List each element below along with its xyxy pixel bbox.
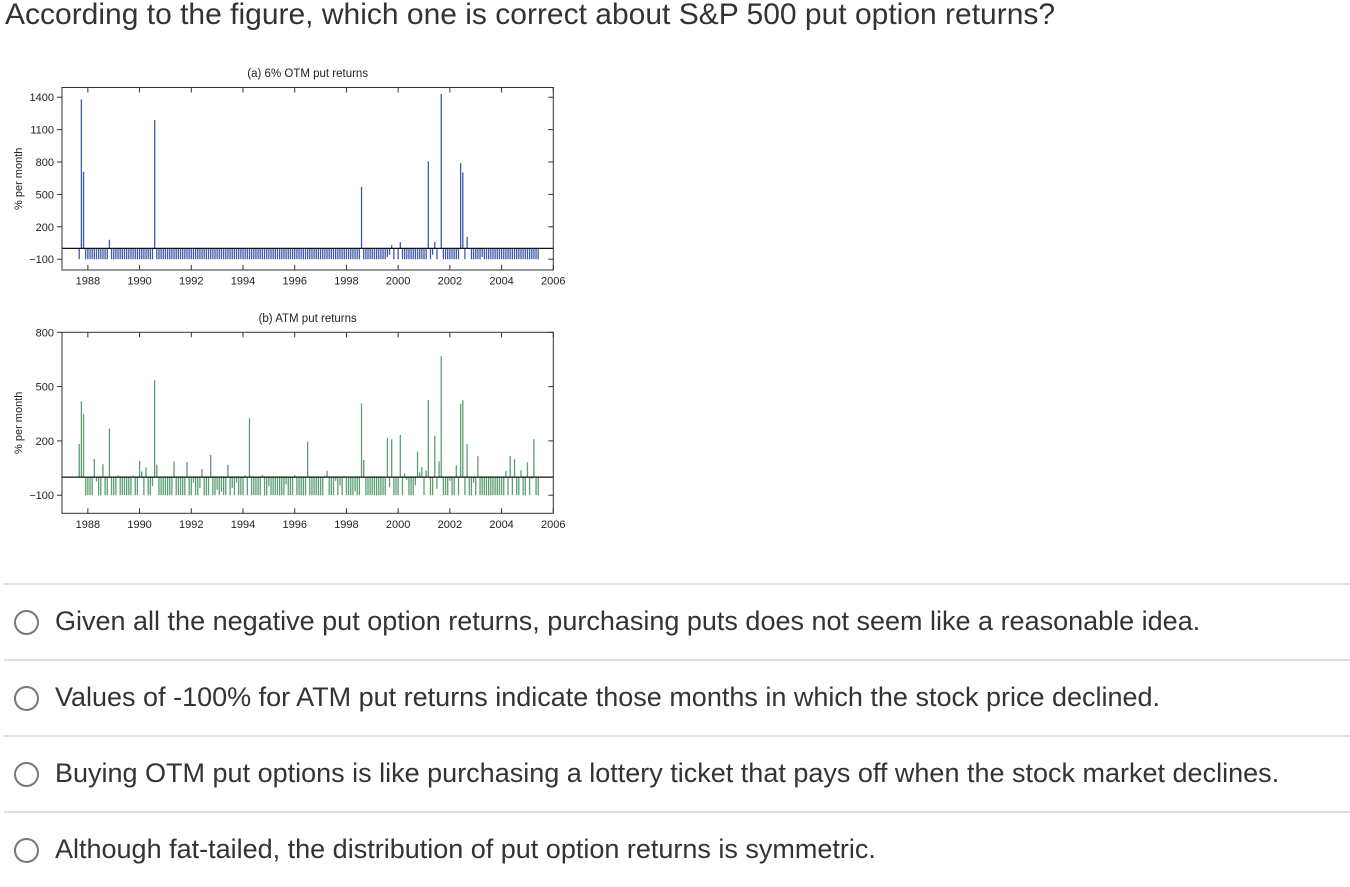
x-tick-label: 2004 [489,276,513,288]
x-tick-label: 2006 [541,519,565,531]
chart-title: (a) 6% OTM put returns [247,68,368,80]
bar-series [78,93,539,260]
chart-otm-put-returns: (a) 6% OTM put returns % per month 1988 1… [13,68,566,288]
y-tick-label: 1100 [30,125,54,137]
y-axis-label: % per month [13,392,25,454]
radio-button[interactable] [14,762,39,787]
y-tick-label: 800 [36,327,54,339]
answer-option-1[interactable]: Given all the negative put option return… [4,583,1350,659]
question-title: According to the figure, which one is co… [5,0,1056,31]
y-axis-label: % per month [13,148,25,210]
bar-series [78,356,539,496]
x-tick-label: 1994 [231,519,255,531]
answer-option-3[interactable]: Buying OTM put options is like purchasin… [4,735,1350,811]
y-tick-label: 800 [36,157,54,169]
radio-button[interactable] [14,686,39,711]
plot-area: 1988 1990 1992 1994 1996 1998 2000 2002 2004 2006… [29,87,566,288]
x-tick-label: 2006 [541,276,565,288]
x-tick-label: 1996 [282,276,306,288]
chart-title: (b) ATM put returns [259,313,357,325]
x-tick-label: 1992 [179,519,203,531]
y-tick-label: 1400 [30,92,54,104]
y-tick-label: −100 [29,254,54,266]
option-label[interactable]: Values of -100% for ATM put returns indi… [55,682,1161,712]
plot-frame [61,331,554,514]
y-tick-label: −100 [29,490,54,502]
radio-button[interactable] [14,610,39,635]
x-tick-label: 1994 [231,276,255,288]
plot-area: 1988 1990 1992 1994 1996 1998 2000 2002 2004 2006… [29,327,565,531]
x-tick-label: 1990 [127,276,151,288]
y-tick-label: 200 [36,436,54,448]
option-label[interactable]: Although fat-tailed, the distribution of… [55,834,876,864]
plot-frame [61,87,554,271]
chart-atm-put-returns: (b) ATM put returns % per month 1988 1990… [13,313,566,531]
y-tick-label: 500 [36,382,54,394]
put-returns-figure: (a) 6% OTM put returns % per month 1988 1… [13,68,566,531]
answer-option-2[interactable]: Values of -100% for ATM put returns indi… [4,659,1350,735]
answer-option-4[interactable]: Although fat-tailed, the distribution of… [4,811,1350,887]
x-tick-label: 1990 [127,519,151,531]
x-tick-label: 2004 [489,519,513,531]
y-tick-label: 200 [36,222,54,234]
radio-button[interactable] [14,838,39,863]
x-tick-label: 1992 [179,276,203,288]
option-label[interactable]: Buying OTM put options is like purchasin… [55,758,1280,788]
x-tick-label: 2002 [438,519,462,531]
option-label[interactable]: Given all the negative put option return… [55,606,1201,636]
x-tick-label: 1998 [334,519,358,531]
x-tick-label: 1988 [76,276,100,288]
x-tick-label: 1988 [76,519,100,531]
x-tick-label: 2000 [386,519,410,531]
x-tick-label: 1998 [334,276,358,288]
y-tick-label: 500 [36,189,54,201]
x-tick-label: 2002 [438,276,462,288]
x-tick-label: 2000 [386,276,410,288]
x-tick-label: 1996 [282,519,306,531]
answer-options: Given all the negative put option return… [4,583,1350,887]
